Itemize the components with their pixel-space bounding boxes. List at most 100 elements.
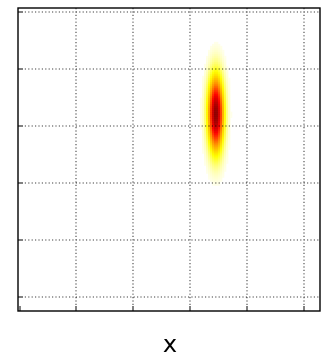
heatmap-cell [202,131,205,134]
heatmap-cell [220,149,223,152]
heatmap-cell [216,51,219,55]
heatmap-cell [208,169,211,172]
heatmap-cell [214,103,217,106]
heatmap-cell [222,83,225,87]
heatmap-cell [206,57,209,61]
heatmap-cell [218,79,221,83]
heatmap-cell [224,117,227,120]
heatmap-cell [204,147,207,150]
heatmap-cell [218,127,221,130]
heatmap-cell [216,43,219,47]
heatmap-cell [222,71,225,75]
heatmap-cell [218,121,221,124]
heatmap-cell [206,117,209,120]
heatmap-cell [226,97,229,100]
heatmap-cell [226,87,229,91]
heatmap-cell [228,81,231,85]
heatmap-cell [214,137,217,140]
heatmap-cell [202,91,205,95]
heatmap-cell [206,163,209,166]
heatmap-cell [228,115,231,118]
heatmap-cell [202,81,205,85]
heatmap-cell [218,43,221,47]
heatmap-cell [222,163,225,166]
heatmap-cell [206,75,209,79]
heatmap-cell [226,117,229,120]
heatmap-cell [218,115,221,118]
heatmap-cell [216,89,219,93]
heatmap-cell [226,115,229,118]
heatmap-cell [220,155,223,158]
heatmap-cell [220,91,223,95]
heatmap-cell [208,77,211,81]
heatmap-cell [220,127,223,130]
heatmap-cell [214,53,217,57]
heatmap-cell [214,107,217,110]
heatmap-cell [210,75,213,79]
heatmap-cell [216,145,219,148]
heatmap-cell [214,113,217,116]
heatmap-cell [206,131,209,134]
heatmap-cell [228,143,231,146]
heatmap-cell [210,93,213,97]
heatmap-cell [214,121,217,124]
heatmap-cell [202,117,205,120]
heatmap-cell [226,151,229,154]
heatmap-cell [204,153,207,156]
heatmap-cell [214,105,217,108]
heatmap-cell [212,177,215,180]
heatmap-cell [222,89,225,93]
heatmap-cell [222,63,225,67]
heatmap-cell [210,131,213,134]
heatmap-cell [208,137,211,140]
heatmap-cell [220,139,223,142]
heatmap-cell [214,51,217,55]
heatmap-cell [220,163,223,166]
heatmap-cell [212,159,215,162]
heatmap-cell [218,167,221,170]
heatmap-cell [222,99,225,102]
heatmap-cell [224,131,227,134]
heatmap-cell [222,101,225,104]
heatmap-cell [202,147,205,150]
heatmap-cell [218,73,221,77]
heatmap-cell [200,111,203,114]
heatmap-cell [206,155,209,158]
heatmap-cell [214,119,217,122]
heatmap-cell [224,79,227,83]
heatmap-cell [228,129,231,132]
heatmap-cell [210,137,213,140]
heatmap-cell [208,153,211,156]
heatmap-cell [224,71,227,75]
heatmap-cell [228,103,231,106]
heatmap-cell [204,131,207,134]
heatmap-cell [210,81,213,85]
heatmap-cell [220,111,223,114]
heatmap-cell [214,167,217,170]
heatmap-cell [212,109,215,112]
heatmap-cell [222,137,225,140]
heatmap-cell [208,155,211,158]
heatmap-cell [214,93,217,97]
heatmap-cell [208,107,211,110]
heatmap-cell [214,131,217,134]
heatmap-cell [208,63,211,67]
heatmap-cell [202,95,205,98]
heatmap-cell [216,91,219,95]
heatmap-cell [212,59,215,63]
heatmap-cell [212,93,215,97]
heatmap-cell [212,125,215,128]
heatmap-cell [206,169,209,172]
heatmap-cell [204,83,207,87]
heatmap-cell [212,117,215,120]
heatmap-cell [204,101,207,104]
heatmap-cell [206,161,209,164]
heatmap-cell [218,111,221,114]
heatmap-cell [202,97,205,100]
heatmap-cell [224,151,227,154]
heatmap-cell [224,135,227,138]
heatmap-cell [226,91,229,95]
heatmap-cell [204,97,207,100]
heatmap-cell [216,183,219,186]
heatmap-cell [218,81,221,85]
